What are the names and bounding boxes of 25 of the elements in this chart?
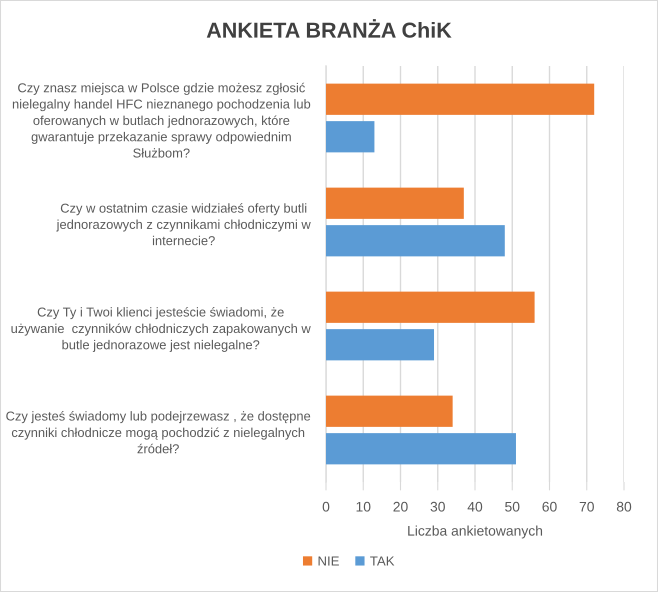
x-tick-label: 40 xyxy=(468,502,482,512)
x-tick-label: 60 xyxy=(542,502,557,512)
x-tick-label: 30 xyxy=(430,502,445,512)
legend-label: TAK xyxy=(370,556,394,566)
bar xyxy=(326,292,535,323)
x-tick-label: 0 xyxy=(322,502,330,512)
x-tick-label: 70 xyxy=(580,502,594,512)
x-tick-label: 80 xyxy=(616,502,632,512)
x-tick-label: 10 xyxy=(356,502,370,512)
bar xyxy=(326,84,594,115)
bar xyxy=(326,225,505,256)
x-tick-label: 20 xyxy=(393,502,408,512)
legend-label: NIE xyxy=(318,556,339,566)
bar xyxy=(326,433,516,464)
bar xyxy=(326,121,374,152)
chart-title: ANKIETA BRANŻA ChiK xyxy=(206,19,452,38)
y-tick-label: Czy Ty i Twoi klienci jesteście świadomi, że używanie czynników chłodniczych zapakowanych w butle jednorazowe jest nielegalne? xyxy=(11,306,311,352)
x-tick-label: 50 xyxy=(505,502,520,512)
x-axis-title: Liczba ankietowanych xyxy=(408,526,542,538)
bar xyxy=(326,188,464,219)
bar xyxy=(326,396,453,427)
y-tick-label: Czy jesteś świadomy lub podejrzewasz , że dostępne czynniki chłodnicze mogą pochodzić z nielegalnych źródeł? xyxy=(6,410,310,454)
y-tick-label: Czy w ostatnim czasie widziałeś oferty butli jednorazowych z czynnikami chłodniczymi w internecie? xyxy=(56,203,311,246)
y-tick-label: Czy znasz miejsca w Polsce gdzie możesz zgłosić nielegalny handel HFC nieznanego pochodzenia lub oferowanych w butlach jednorazowych, które gwarantuje przekazanie sprawy odpowiednim Służbom? xyxy=(12,82,310,158)
bar xyxy=(326,329,434,360)
